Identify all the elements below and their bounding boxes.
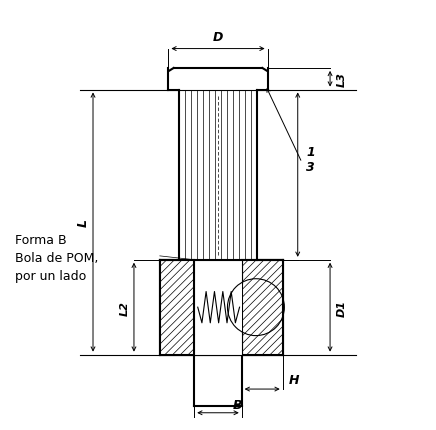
- Text: 3: 3: [307, 160, 315, 173]
- Text: D1: D1: [337, 299, 347, 316]
- Text: L2: L2: [119, 300, 129, 315]
- Bar: [194, 260, 242, 355]
- Text: D: D: [213, 31, 223, 44]
- Text: L: L: [77, 218, 90, 227]
- Bar: [160, 260, 194, 355]
- Text: Forma B
Bola de POM,
por un lado: Forma B Bola de POM, por un lado: [15, 233, 99, 283]
- Text: B: B: [233, 398, 242, 411]
- Text: L3: L3: [337, 72, 347, 87]
- Bar: [242, 260, 283, 355]
- Text: H: H: [289, 373, 300, 386]
- Text: 1: 1: [307, 146, 315, 159]
